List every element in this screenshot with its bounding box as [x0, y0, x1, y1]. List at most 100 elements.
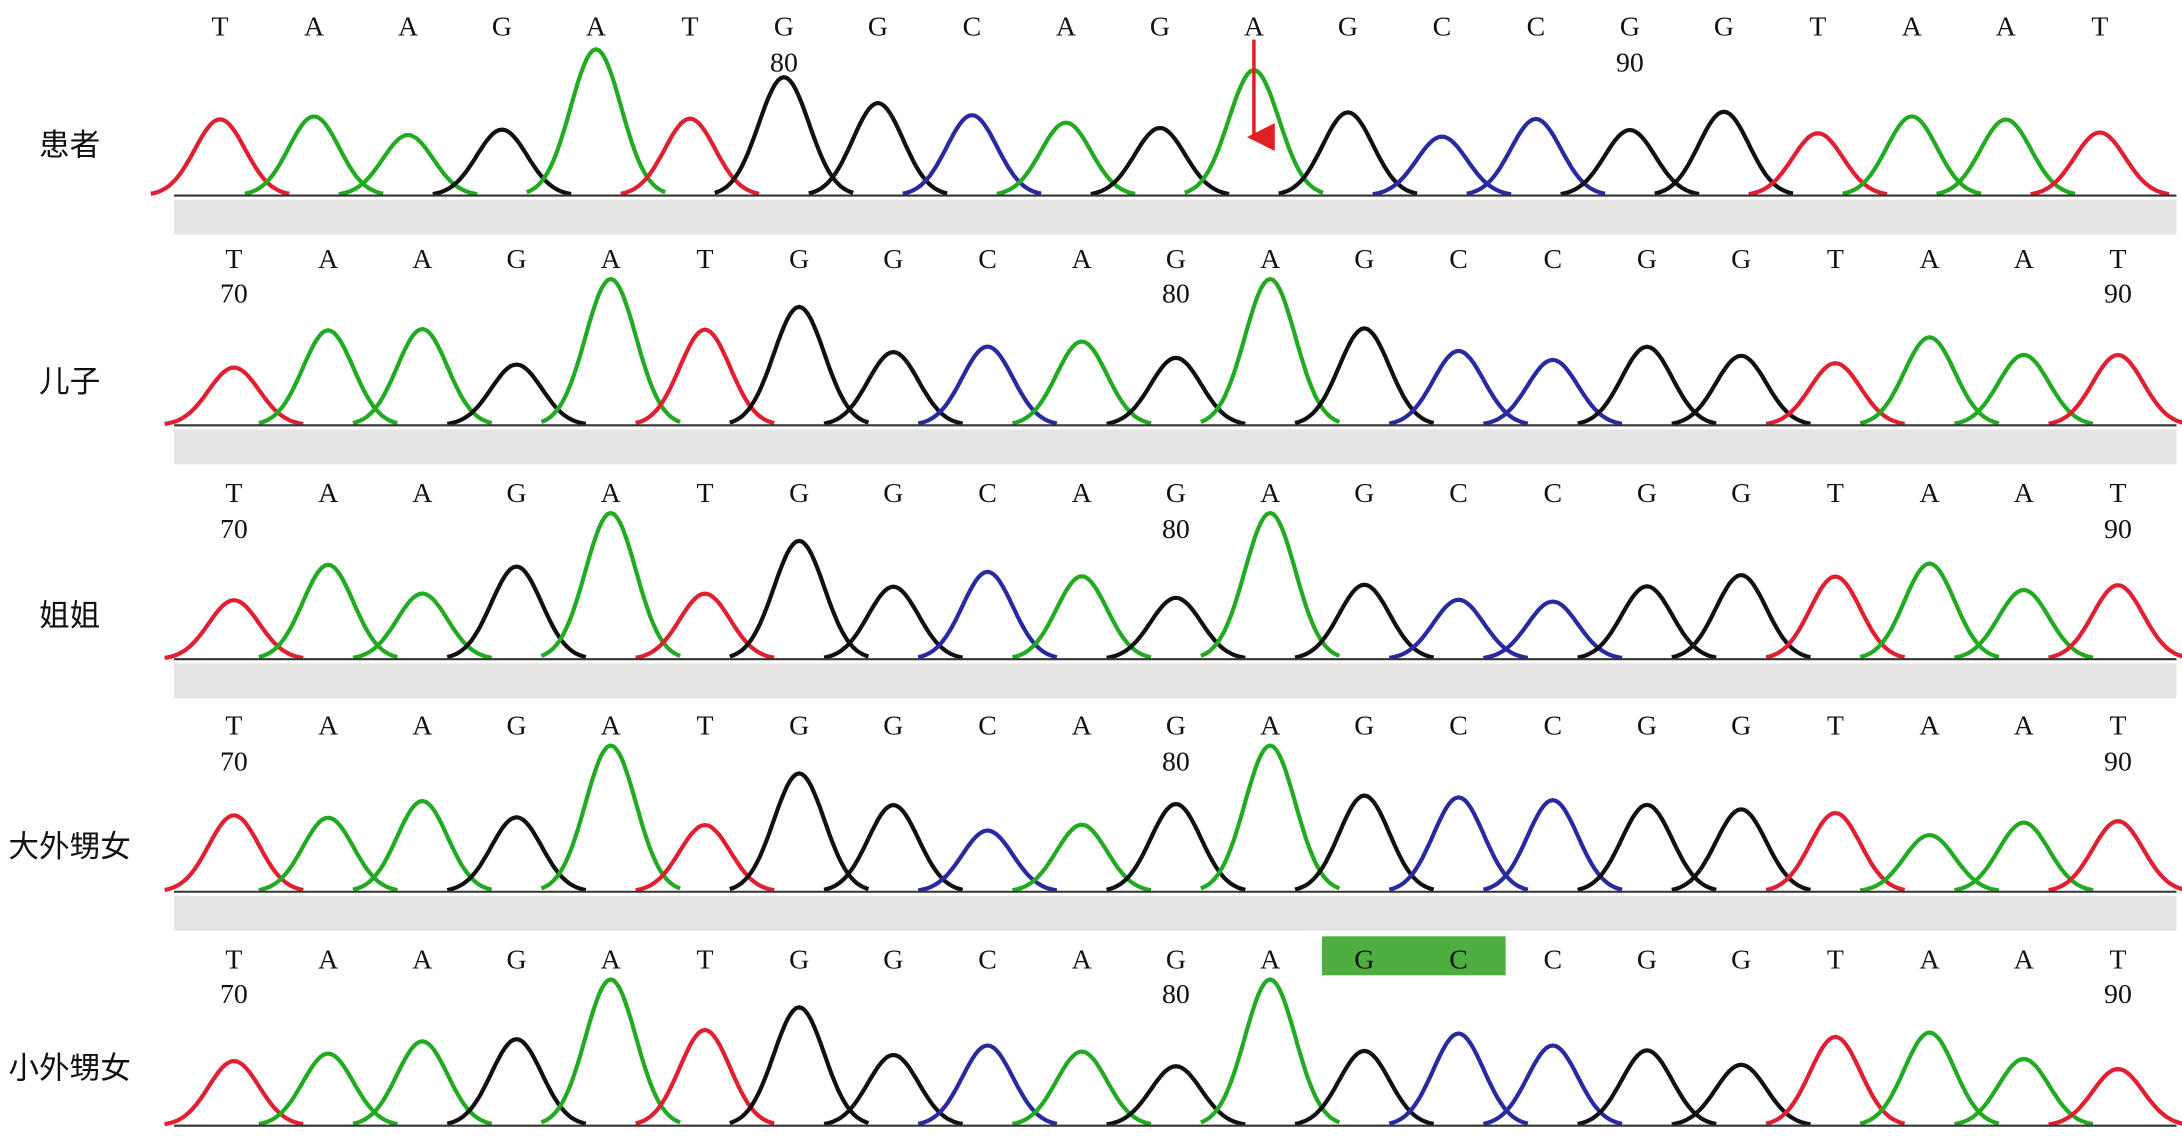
trace-peak	[1011, 339, 1152, 426]
trace-peak	[446, 564, 587, 660]
base-call: C	[978, 478, 997, 509]
trace-peak	[808, 100, 948, 196]
trace-peak	[714, 75, 854, 195]
trace-peak	[823, 802, 964, 892]
base-call: A	[398, 11, 418, 42]
base-call: A	[318, 244, 338, 275]
base-call: T	[225, 478, 242, 509]
base-call: G	[1714, 11, 1734, 42]
base-call: A	[304, 11, 324, 42]
position-number: 80	[1162, 279, 1190, 310]
trace-peak	[729, 771, 870, 892]
base-call: G	[1150, 11, 1170, 42]
base-call: G	[1166, 478, 1186, 509]
base-call: T	[1827, 944, 1844, 975]
trace-peak	[2048, 819, 2182, 893]
base-call: A	[318, 710, 338, 741]
trace-peak	[1560, 127, 1700, 197]
trace-peak	[1483, 357, 1623, 426]
base-call: A	[2014, 944, 2034, 975]
trace-peak	[729, 1005, 870, 1126]
panel: 小外甥女 T 70 A A G A T G G C A G 80 A G C C G G T A A T 90	[8, 936, 2182, 1127]
base-call: A	[412, 710, 432, 741]
base-call: A	[601, 478, 621, 509]
base-call: T	[2109, 944, 2126, 975]
base-call: A	[318, 478, 338, 509]
trace-peak	[540, 977, 681, 1125]
base-call: A	[1260, 478, 1280, 509]
panel: 患者 T A A G A T G 80 G C A G A G C C G 90 G T A A T	[39, 11, 2177, 235]
trace-peak	[258, 562, 398, 660]
quality-band	[174, 895, 2177, 931]
trace-peak	[1106, 595, 1246, 660]
trace-peak	[1936, 117, 2076, 196]
position-number: 80	[1162, 979, 1190, 1010]
base-call: T	[2109, 478, 2126, 509]
trace-peak	[2030, 130, 2170, 197]
trace-peak	[1577, 1048, 1717, 1127]
base-call: A	[1919, 944, 1939, 975]
base-call: A	[1260, 244, 1280, 275]
base-call: T	[1827, 478, 1844, 509]
trace-peak	[164, 598, 304, 660]
base-call: C	[978, 944, 997, 975]
base-call: G	[883, 244, 903, 275]
base-call: C	[1543, 478, 1562, 509]
base-call: G	[774, 11, 794, 42]
base-call: A	[412, 944, 432, 975]
trace-peak	[1106, 1064, 1246, 1127]
trace-peak	[2048, 583, 2182, 660]
base-call: A	[1072, 710, 1092, 741]
base-call: A	[1996, 11, 2016, 42]
base-call: G	[789, 944, 809, 975]
trace-peak	[525, 47, 666, 195]
trace-peak	[1011, 1049, 1152, 1127]
base-call: G	[883, 944, 903, 975]
position-number: 90	[2104, 279, 2132, 310]
trace-peak	[1388, 1031, 1529, 1126]
panel: 儿子 T 70 A A G A T G G C A G 80 A G C C G G T A A T 90	[39, 244, 2182, 465]
trace-peak	[902, 113, 1042, 196]
base-call: C	[1433, 11, 1452, 42]
position-number: 80	[1162, 514, 1190, 545]
position-number: 70	[220, 514, 248, 545]
position-number: 70	[220, 279, 248, 310]
quality-band	[174, 429, 2177, 465]
base-call: G	[1637, 710, 1657, 741]
trace-peak	[446, 362, 587, 426]
trace-peak	[1106, 801, 1246, 892]
trace-peak	[729, 304, 870, 425]
base-call: G	[1637, 944, 1657, 975]
base-call: A	[412, 478, 432, 509]
base-call: G	[1354, 478, 1374, 509]
trace-peak	[540, 276, 681, 424]
base-call: T	[212, 11, 229, 42]
trace-peak	[635, 822, 775, 893]
base-call: G	[1731, 710, 1751, 741]
base-call: C	[1543, 244, 1562, 275]
sample-label: 患者	[39, 128, 100, 163]
base-call: A	[1260, 944, 1280, 975]
trace-peak	[1954, 1056, 2094, 1127]
trace-peak	[1765, 574, 1906, 660]
trace-peak	[244, 114, 384, 196]
base-call: A	[412, 244, 432, 275]
base-call: G	[1354, 944, 1374, 975]
trace-peak	[1765, 361, 1906, 426]
trace-peak	[1671, 353, 1811, 426]
base-call: A	[1056, 11, 1076, 42]
trace-peak	[432, 127, 572, 197]
trace-peak	[1090, 125, 1230, 197]
base-call: A	[2014, 244, 2034, 275]
trace-peak	[1671, 1062, 1811, 1127]
base-call: T	[225, 710, 242, 741]
base-call: C	[1527, 11, 1546, 42]
position-number: 70	[220, 979, 248, 1010]
quality-band	[174, 663, 2177, 699]
trace-peak	[1466, 116, 1606, 196]
position-number: 90	[2104, 979, 2132, 1010]
base-call: A	[1902, 11, 1922, 42]
base-call: G	[492, 11, 512, 42]
position-number: 80	[1162, 747, 1190, 778]
base-call: T	[2091, 11, 2108, 42]
